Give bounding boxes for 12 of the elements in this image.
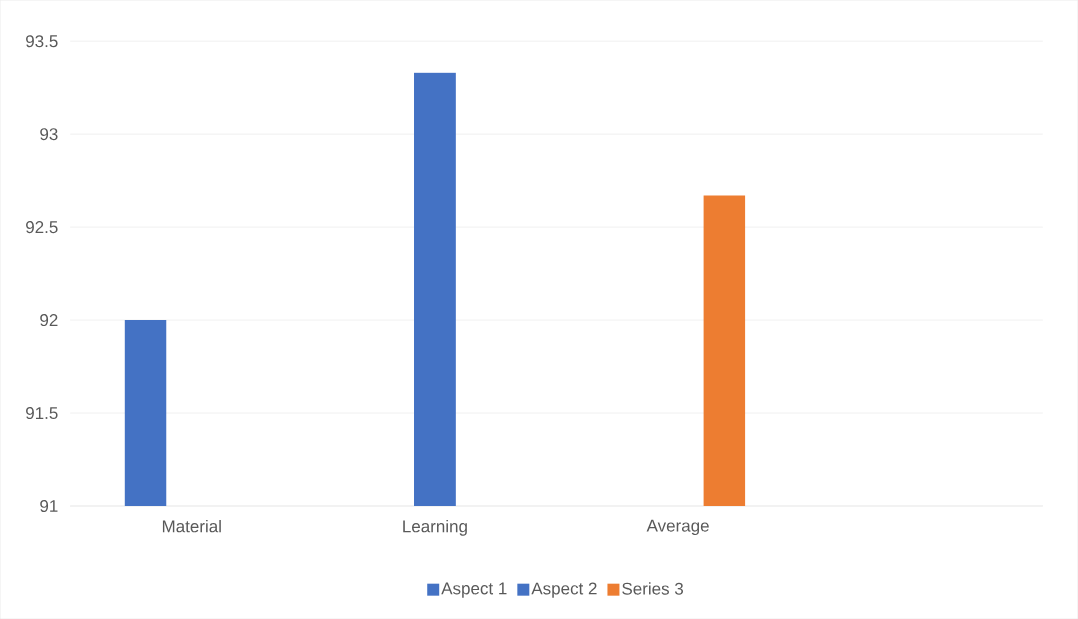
y-tick-label: 91 [40,499,58,512]
y-tick-label: 93.5 [26,35,58,48]
y-tick-label: 92.5 [26,221,58,234]
x-tick-label: Learning [403,519,467,536]
y-tick-label: 92 [40,313,58,327]
x-tick-label: Average [646,519,709,536]
legend-label: Aspect 2 [531,582,597,598]
legend-label: Series 3 [622,582,684,595]
legend-label: Aspect 1 [441,582,507,598]
y-tick-label: 91.5 [26,406,58,419]
x-tick-label: Material [162,519,221,533]
y-tick-label: 93 [40,128,58,141]
